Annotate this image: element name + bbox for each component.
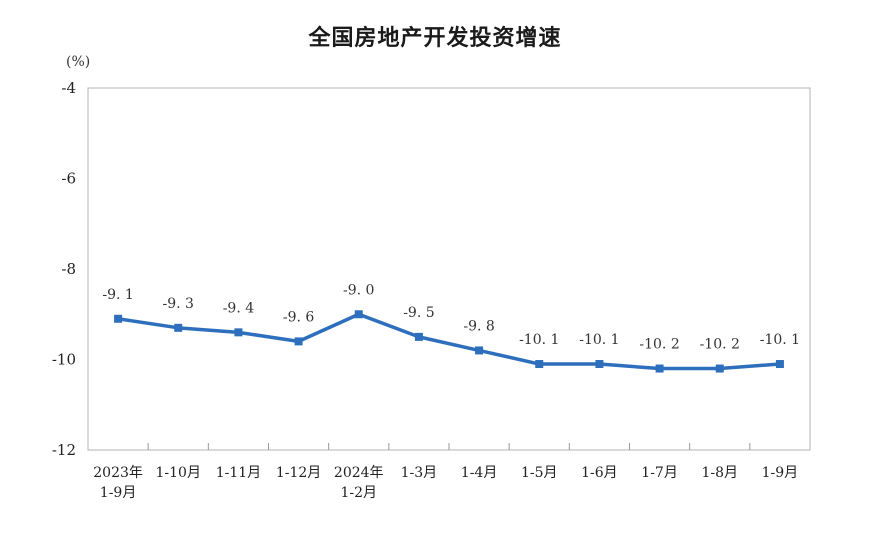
data-point-marker: [775, 360, 784, 369]
x-tick-label: 1-5月: [521, 465, 558, 481]
x-tick-label: 1-12月: [276, 465, 321, 481]
data-label: -10. 2: [700, 337, 740, 353]
data-label: -9. 8: [463, 318, 494, 334]
data-point-marker: [174, 323, 183, 332]
x-tick-label: 1-10月: [156, 465, 201, 481]
axes: -4 -6 -8 -10 -12 2023年 1-9月 1-10月 1-11月 1-12月 2024…: [52, 79, 798, 501]
x-tick-label: 1-3月: [401, 465, 438, 481]
x-tick-label: 1-2月: [340, 485, 377, 501]
data-label: -10. 1: [579, 332, 619, 348]
y-tick-label: -10: [52, 351, 76, 369]
y-axis-unit-label: (%): [66, 54, 91, 70]
data-point-marker: [354, 310, 363, 319]
x-tick-label: 2024年: [334, 465, 384, 481]
x-tick-label: 1-11月: [216, 465, 261, 481]
x-tick-label: 1-7月: [641, 465, 678, 481]
plot-area-frame: [87, 87, 811, 451]
data-point-marker: [535, 360, 544, 369]
data-point-marker: [414, 332, 423, 341]
data-point-marker: [715, 364, 724, 373]
data-label: -9. 6: [283, 309, 315, 325]
chart-title: 全国房地产开发投资增速: [308, 26, 562, 51]
x-tick-label: 1-9月: [100, 485, 137, 501]
series-line: [116, 312, 782, 371]
data-label: -9. 5: [403, 305, 434, 321]
x-tick-label: 1-9月: [762, 465, 799, 481]
data-point-marker: [294, 337, 303, 346]
data-label: -9. 0: [343, 282, 374, 298]
y-tick-label: -4: [61, 79, 76, 97]
data-label: -10. 1: [760, 332, 800, 348]
x-tick-label: 2023年: [93, 465, 143, 481]
data-label: -10. 2: [639, 337, 679, 353]
data-point-marker: [475, 346, 484, 355]
x-tick-label: 1-6月: [581, 465, 618, 481]
data-label: -9. 3: [163, 296, 194, 312]
x-tick-label: 1-4月: [461, 465, 498, 481]
data-point-marker: [655, 364, 664, 373]
x-tick-label: 1-8月: [701, 465, 738, 481]
data-point-marker: [234, 328, 243, 337]
data-label: -9. 4: [223, 300, 255, 316]
y-tick-label: -12: [52, 441, 76, 459]
y-tick-label: -6: [61, 170, 76, 188]
data-point-marker: [114, 314, 123, 323]
y-tick-label: -8: [61, 260, 76, 278]
data-label: -9. 1: [102, 287, 133, 303]
series-marks: -9. 1 -9. 3 -9. 4 -9. 6 -9. 0 -9. 5 -9. 8 -10. …: [102, 282, 800, 373]
data-label: -10. 1: [519, 332, 559, 348]
data-point-marker: [595, 360, 604, 369]
